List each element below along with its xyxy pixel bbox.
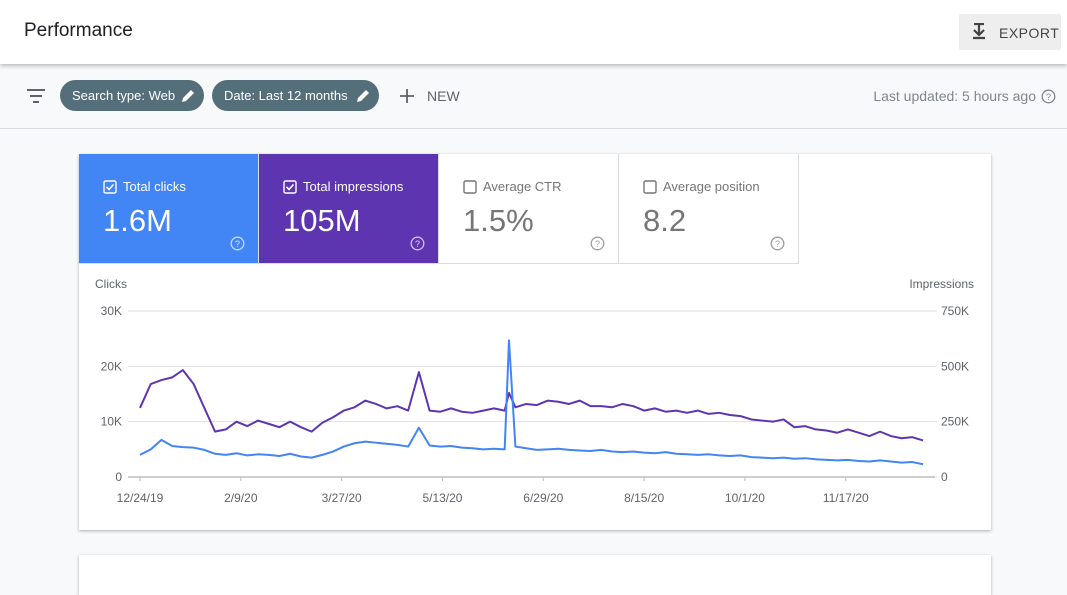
metric-card[interactable]: Average position 8.2? <box>619 154 799 264</box>
svg-text:?: ? <box>1046 92 1051 102</box>
y2-axis-title: Impressions <box>909 277 974 291</box>
checkbox <box>103 180 117 194</box>
x-tick-label: 8/15/20 <box>624 491 664 505</box>
x-tick-label: 10/1/20 <box>725 491 765 505</box>
edit-icon <box>182 90 194 102</box>
metric-label: Total impressions <box>303 179 404 194</box>
chip-label: Date: Last 12 months <box>224 88 348 103</box>
help-circle <box>590 236 605 251</box>
help-mark: ? <box>595 239 600 249</box>
chip-label: Search type: Web <box>72 88 176 103</box>
check-mark <box>285 183 295 191</box>
pencil <box>182 90 194 102</box>
checkbox <box>463 180 477 194</box>
header: Performance EXPORT <box>0 0 1067 64</box>
y2-tick-label: 250K <box>941 415 969 429</box>
performance-card: Total clicks 1.6M? Total impressions 105M? A… <box>79 154 991 530</box>
series-line <box>139 369 924 442</box>
series-line <box>139 339 924 466</box>
download-icon <box>973 23 985 40</box>
help-icon: ? <box>590 236 605 251</box>
x-tick-label: 6/29/20 <box>523 491 563 505</box>
checkbox-box <box>103 180 117 194</box>
x-tick-label: 3/27/20 <box>322 491 362 505</box>
y-tick-label: 30K <box>101 304 122 318</box>
metric-value: 8.2 <box>643 203 687 238</box>
metric-card[interactable]: Total clicks 1.6M? <box>79 154 259 264</box>
metric-card[interactable]: Average CTR 1.5%? <box>439 154 619 264</box>
divider <box>0 128 1067 129</box>
metric-card[interactable]: Total impressions 105M? <box>259 154 439 264</box>
y-tick-label: 20K <box>101 359 122 373</box>
metric-label: Total clicks <box>123 179 186 194</box>
export-button[interactable]: EXPORT <box>959 14 1061 50</box>
metric-value: 1.5% <box>463 203 534 238</box>
help-circle <box>230 236 245 251</box>
help-mark: ? <box>235 239 240 249</box>
filter-chip[interactable]: Date: Last 12 months <box>212 80 379 111</box>
check-mark <box>105 183 115 191</box>
help-icon: ? <box>410 236 425 251</box>
page: Performance EXPORT Search type: Web Date:… <box>0 0 1067 530</box>
y-tick-label: 0 <box>115 470 122 484</box>
help-circle <box>770 236 785 251</box>
y2-tick-label: 750K <box>941 304 969 318</box>
table-card <box>79 555 991 595</box>
pencil <box>357 90 369 102</box>
help-icon: ? <box>230 236 245 251</box>
help-icon[interactable]: ? <box>1041 89 1056 104</box>
filter-icon[interactable] <box>26 88 46 104</box>
new-button[interactable]: NEW <box>427 88 460 104</box>
page-title: Performance <box>24 20 133 41</box>
add-icon[interactable] <box>398 87 416 105</box>
y-tick-label: 10K <box>101 415 122 429</box>
metric-label: Average position <box>663 179 760 194</box>
y2-tick-label: 0 <box>941 470 948 484</box>
metric-label: Average CTR <box>483 179 562 194</box>
edit-icon <box>357 90 369 102</box>
last-updated: Last updated: 5 hours ago <box>873 88 1036 104</box>
checkbox-box <box>643 180 657 194</box>
x-tick-label: 12/24/19 <box>117 491 164 505</box>
metric-value: 105M <box>283 203 361 238</box>
help-mark: ? <box>415 239 420 249</box>
export-label: EXPORT <box>999 25 1060 41</box>
checkbox <box>643 180 657 194</box>
checkbox-box <box>283 180 297 194</box>
y-axis-title: Clicks <box>95 277 127 291</box>
checkbox <box>283 180 297 194</box>
x-tick-label: 5/13/20 <box>422 491 462 505</box>
checkbox-box <box>463 180 477 194</box>
x-tick-label: 2/9/20 <box>224 491 258 505</box>
help-icon: ? <box>770 236 785 251</box>
help-mark: ? <box>775 239 780 249</box>
chart: Clicks Impressions 0 10K 20K 30K 0 250K 500K 750K… <box>95 277 974 505</box>
metric-value: 1.6M <box>103 203 172 238</box>
x-tick-label: 11/17/20 <box>823 491 869 505</box>
y2-tick-label: 500K <box>941 359 969 373</box>
filter-chip[interactable]: Search type: Web <box>60 80 204 111</box>
help-circle <box>410 236 425 251</box>
